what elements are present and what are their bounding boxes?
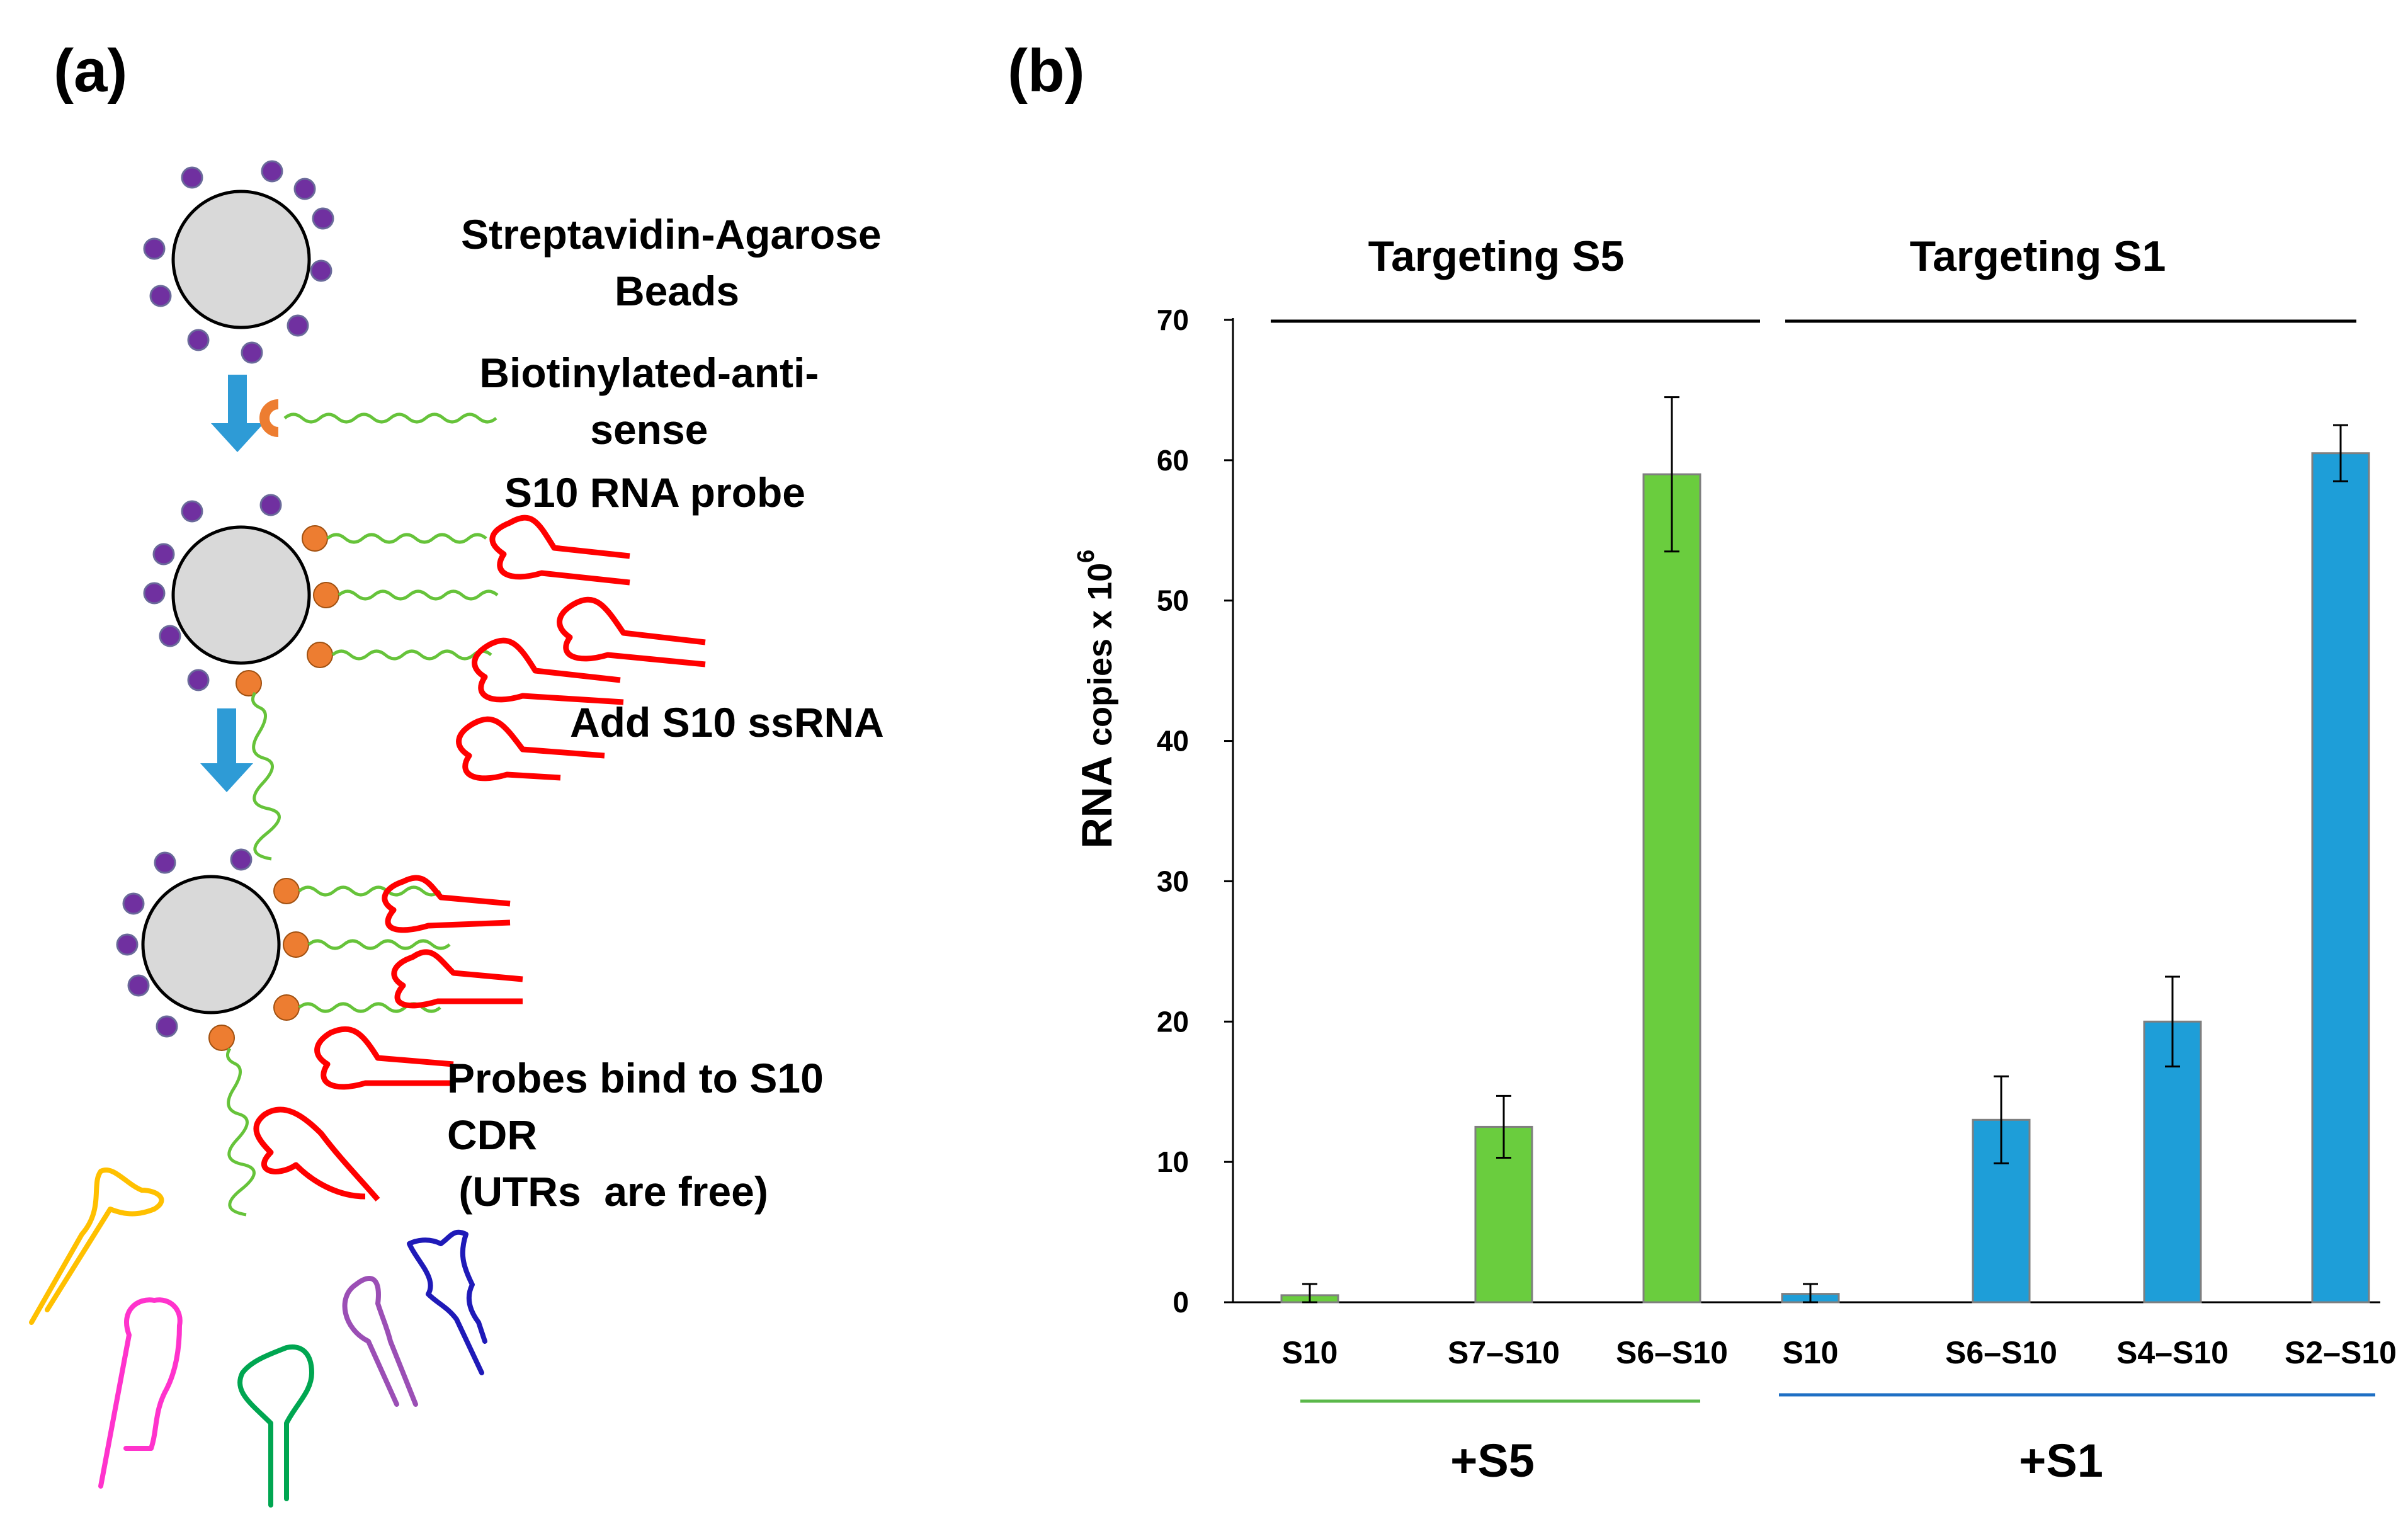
- probe-strand: [283, 412, 497, 424]
- agarose-bead: [171, 190, 311, 329]
- bind-label-line: Probes bind to S10: [447, 1055, 824, 1101]
- biotin-icon: [259, 399, 279, 437]
- arrow-down-icon: [200, 708, 253, 792]
- group-title-s5: Targeting S5: [1368, 232, 1625, 280]
- y-axis-label: RNA copies x 106: [1073, 550, 1121, 849]
- probe-label: Biotinylated-anti- sense S10 RNA probe: [479, 349, 830, 516]
- bind-label: Probes bind to S10 CDR (UTRs are free): [447, 1055, 835, 1215]
- bead-step1: [143, 160, 334, 364]
- panel-a-label: (a): [54, 37, 127, 105]
- bind-label-line: (UTRs are free): [447, 1168, 768, 1215]
- panel-b: (b) Targeting S5 Targeting S1 0 10 20 30 40 5…: [1008, 37, 2397, 1487]
- beads-label: Streptavidin-Agarose Beads: [461, 211, 893, 314]
- y-ticks: 0 10 20 30 40 50 60 70: [1157, 304, 1233, 1319]
- probe-label-line: Biotinylated-anti-: [479, 349, 819, 396]
- y-tick-label: 10: [1157, 1145, 1189, 1178]
- free-rna-molecules: [29, 1168, 487, 1508]
- x-tick-label: S10: [1282, 1335, 1338, 1370]
- x-tick-labels: S10 S7–S10 S6–S10 S10 S6–S10 S4–S10 S2–S10: [1282, 1335, 2397, 1370]
- rna-molecules: [456, 514, 706, 781]
- free-rna-green: [237, 1344, 314, 1508]
- bars: [1280, 452, 2370, 1304]
- panel-a: (a) Streptavidin-Agarose Beads Biotinyla: [29, 37, 893, 1508]
- x-tick-label: S10: [1783, 1335, 1839, 1370]
- beads-label-line: Beads: [615, 268, 739, 314]
- bar: [2311, 452, 2370, 1304]
- x-tick-label: S2–S10: [2285, 1335, 2397, 1370]
- beads-label-line: Streptavidin-Agarose: [461, 211, 881, 258]
- y-tick-label: 60: [1157, 444, 1189, 477]
- free-rna-purple: [342, 1276, 418, 1407]
- x-tick-label: S6–S10: [1945, 1335, 2057, 1370]
- y-tick-label: 20: [1157, 1005, 1189, 1038]
- y-tick-label: 70: [1157, 304, 1189, 336]
- free-rna-magenta: [98, 1297, 183, 1489]
- bind-label-line: CDR: [447, 1111, 537, 1158]
- y-tick-label: 0: [1173, 1286, 1189, 1319]
- group-title-s1: Targeting S1: [1910, 232, 2166, 280]
- streptavidin-dots: [143, 160, 334, 364]
- bead-step2: [143, 494, 706, 861]
- free-rna-navy: [407, 1229, 487, 1375]
- agarose-bead: [141, 875, 281, 1014]
- probe-label-line: S10 RNA probe: [504, 469, 805, 516]
- x-tick-label: S7–S10: [1448, 1335, 1560, 1370]
- x-tick-label: S6–S10: [1616, 1335, 1728, 1370]
- panel-b-label: (b): [1008, 37, 1085, 105]
- free-rna-yellow: [29, 1168, 164, 1325]
- agarose-bead: [171, 525, 311, 665]
- group-label-s1: +S1: [2019, 1435, 2103, 1487]
- add-label: Add S10 ssRNA: [570, 699, 884, 746]
- error-bars: [1302, 396, 2348, 1304]
- bead-step3: [116, 848, 523, 1217]
- group-label-s5: +S5: [1450, 1435, 1535, 1487]
- y-tick-label: 40: [1157, 725, 1189, 758]
- arrow-down-icon: [211, 375, 264, 452]
- x-tick-label: S4–S10: [2116, 1335, 2229, 1370]
- probe-label-line: sense: [590, 406, 708, 453]
- y-tick-label: 30: [1157, 865, 1189, 897]
- bar: [1642, 473, 1701, 1304]
- y-tick-label: 50: [1157, 584, 1189, 617]
